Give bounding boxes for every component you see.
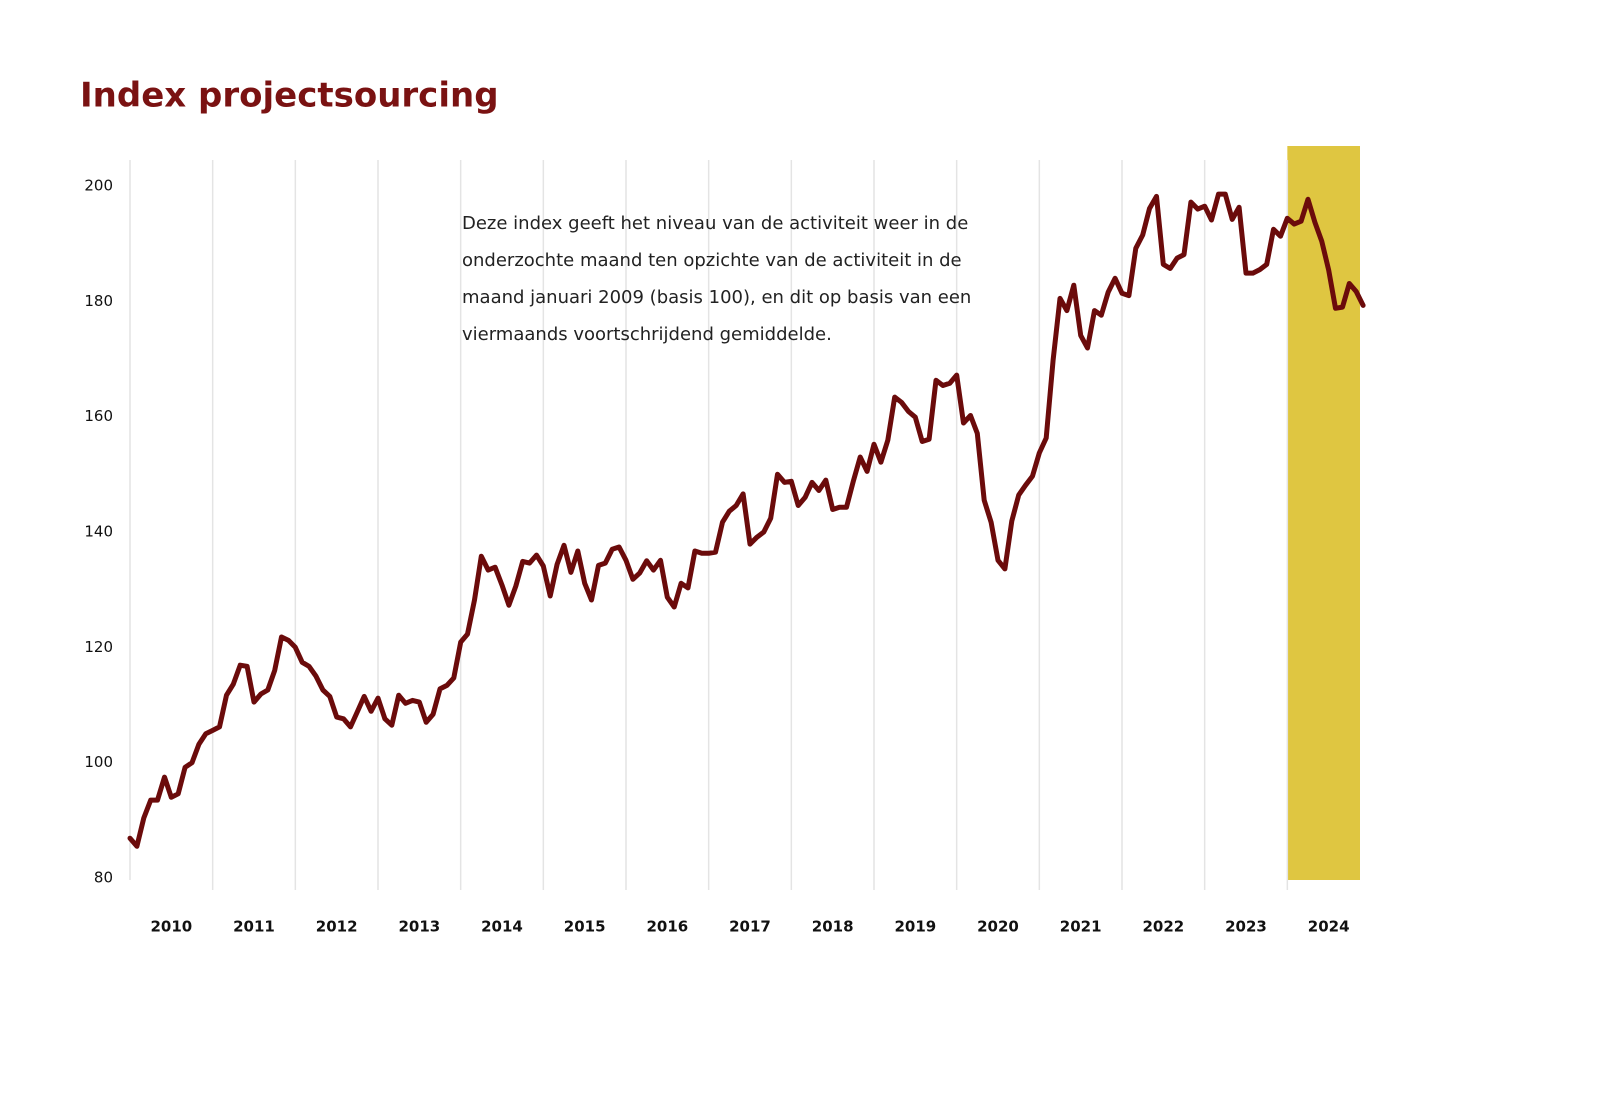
line <box>127 191 1366 849</box>
annotation: Deze index geeft het niveau van de activ… <box>462 213 968 234</box>
annotation: maand januari 2009 (basis 100), en dit o… <box>462 287 971 308</box>
x-tick-label: 2021 <box>1060 918 1102 936</box>
x-tick-label: 2014 <box>481 918 523 936</box>
chart-title: Index projectsourcing <box>80 76 499 116</box>
y-tick-label: 200 <box>84 177 113 195</box>
annotation: viermaands voortschrijdend gemiddelde. <box>462 324 832 345</box>
x-tick-label: 2017 <box>729 918 771 936</box>
x-tick-label: 2011 <box>233 918 275 936</box>
x-tick-label: 2022 <box>1142 918 1184 936</box>
x-tick-label: 2013 <box>398 918 440 936</box>
y-tick-label: 100 <box>84 753 113 771</box>
x-tick-label: 2023 <box>1225 918 1267 936</box>
y-tick-label: 140 <box>84 523 113 541</box>
x-tick-label: 2012 <box>316 918 358 936</box>
annotation: onderzochte maand ten opzichte van de ac… <box>462 250 962 271</box>
x-tick-label: 2024 <box>1308 918 1350 936</box>
x-tick-label: 2015 <box>564 918 606 936</box>
x-tick-label: 2018 <box>812 918 854 936</box>
highlight-band <box>1287 146 1360 880</box>
x-tick-label: 2016 <box>646 918 688 936</box>
x-tick-label: 2010 <box>150 918 192 936</box>
y-tick-label: 80 <box>94 869 113 887</box>
y-tick-label: 180 <box>84 292 113 310</box>
y-tick-label: 120 <box>84 638 113 656</box>
x-tick-label: 2019 <box>894 918 936 936</box>
y-tick-label: 160 <box>84 407 113 425</box>
x-tick-label: 2020 <box>977 918 1019 936</box>
